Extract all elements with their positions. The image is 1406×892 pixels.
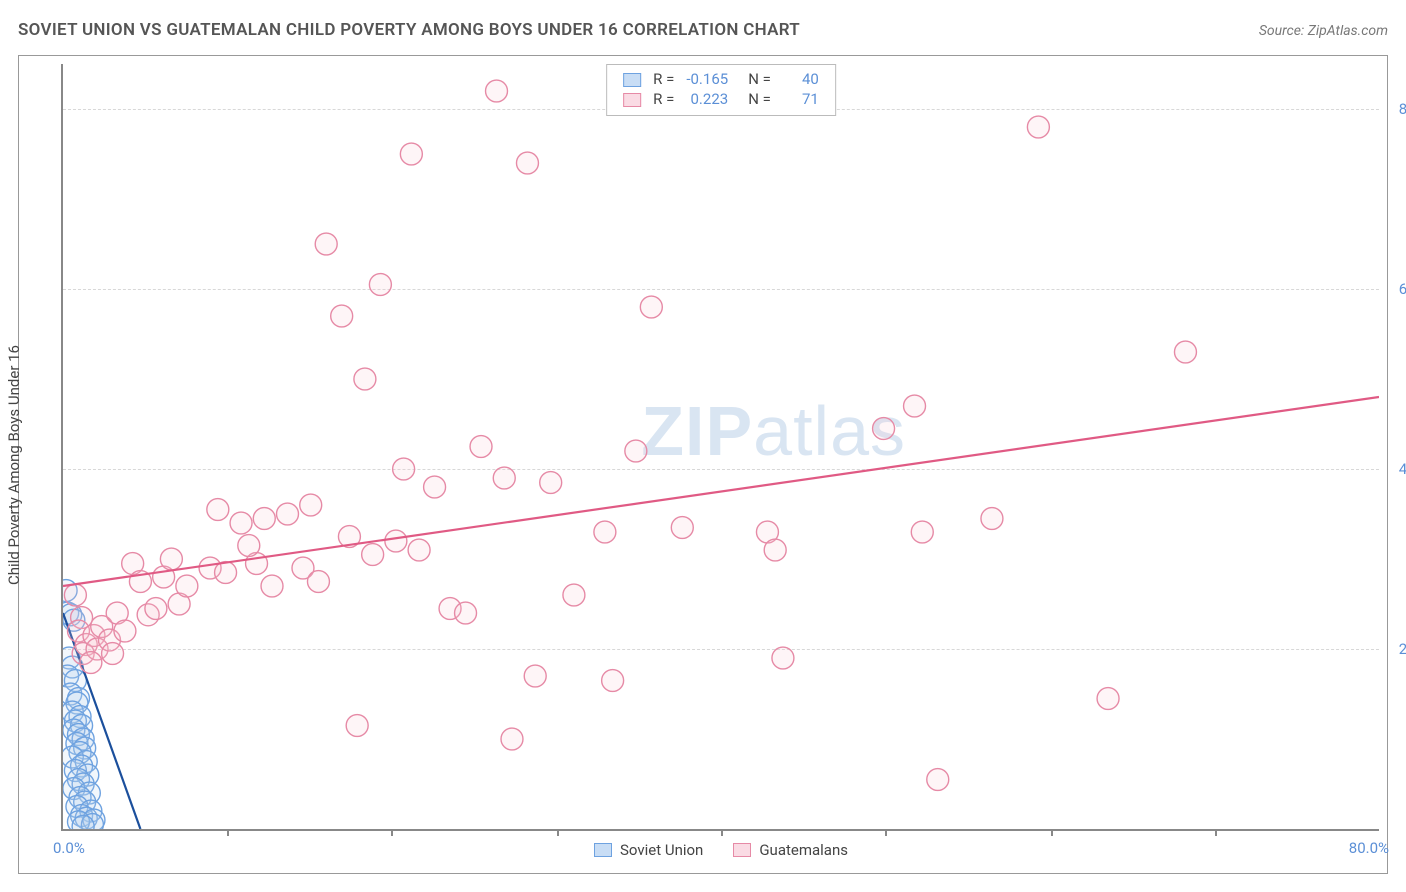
data-point <box>114 620 136 642</box>
plot-area: ZIPatlas R =-0.165N =40R =0.223N =71 0.0… <box>61 64 1379 831</box>
data-point <box>594 521 616 543</box>
data-point <box>1097 688 1119 710</box>
data-point <box>640 296 662 318</box>
data-point <box>238 535 260 557</box>
data-point <box>772 647 794 669</box>
data-point <box>207 499 229 521</box>
data-point <box>102 643 124 665</box>
legend-series: Soviet Union Guatemalans <box>594 841 848 859</box>
data-point <box>160 548 182 570</box>
y-tick-label: 80.0% <box>1399 100 1406 118</box>
x-tick-min: 0.0% <box>53 839 85 857</box>
data-point <box>354 368 376 390</box>
x-tick-mark <box>721 829 723 836</box>
data-point <box>307 571 329 593</box>
x-tick-max: 80.0% <box>1349 839 1389 857</box>
data-point <box>331 305 353 327</box>
data-point <box>981 508 1003 530</box>
legend-swatch-guatemalans <box>733 843 751 857</box>
data-point <box>362 544 384 566</box>
data-point <box>64 584 86 606</box>
x-tick-mark <box>885 829 887 836</box>
data-point <box>385 530 407 552</box>
y-tick-label: 40.0% <box>1399 460 1406 478</box>
data-point <box>369 274 391 296</box>
legend-label-guatemalans: Guatemalans <box>759 841 848 859</box>
x-tick-mark <box>1215 829 1217 836</box>
data-point <box>455 602 477 624</box>
data-point <box>176 575 198 597</box>
data-point <box>625 440 647 462</box>
legend-item-guatemalans: Guatemalans <box>733 841 848 859</box>
legend-stats: R =-0.165N =40R =0.223N =71 <box>606 64 836 116</box>
data-point <box>501 728 523 750</box>
data-point <box>563 584 585 606</box>
data-point <box>873 418 895 440</box>
data-point <box>315 233 337 255</box>
trend-line <box>63 397 1379 586</box>
legend-swatch-soviet <box>594 843 612 857</box>
data-point <box>300 494 322 516</box>
data-point <box>253 508 275 530</box>
data-point <box>424 476 446 498</box>
data-point <box>1174 341 1196 363</box>
data-point <box>230 512 252 534</box>
data-point <box>400 143 422 165</box>
data-point <box>346 715 368 737</box>
data-point <box>408 539 430 561</box>
plot-svg <box>63 64 1379 829</box>
data-point <box>764 539 786 561</box>
x-tick-mark <box>557 829 559 836</box>
x-tick-mark <box>1051 829 1053 836</box>
data-point <box>145 598 167 620</box>
data-point <box>493 467 515 489</box>
y-axis-label: Child Poverty Among Boys Under 16 <box>5 345 23 585</box>
data-point <box>927 769 949 791</box>
data-point <box>540 472 562 494</box>
source-label: Source: ZipAtlas.com <box>1259 23 1388 39</box>
legend-item-soviet: Soviet Union <box>594 841 703 859</box>
data-point <box>277 503 299 525</box>
data-point <box>904 395 926 417</box>
data-point <box>911 521 933 543</box>
x-tick-mark <box>391 829 393 836</box>
data-point <box>393 458 415 480</box>
y-tick-label: 20.0% <box>1399 640 1406 658</box>
y-tick-label: 60.0% <box>1399 280 1406 298</box>
data-point <box>80 652 102 674</box>
data-point <box>516 152 538 174</box>
legend-label-soviet: Soviet Union <box>620 841 703 859</box>
chart-title: SOVIET UNION VS GUATEMALAN CHILD POVERTY… <box>18 20 800 40</box>
data-point <box>671 517 693 539</box>
data-point <box>524 665 546 687</box>
chart-container: Child Poverty Among Boys Under 16 ZIPatl… <box>18 55 1388 874</box>
data-point <box>602 670 624 692</box>
data-point <box>470 436 492 458</box>
data-point <box>486 80 508 102</box>
data-point <box>261 575 283 597</box>
x-tick-mark <box>227 829 229 836</box>
data-point <box>1027 116 1049 138</box>
